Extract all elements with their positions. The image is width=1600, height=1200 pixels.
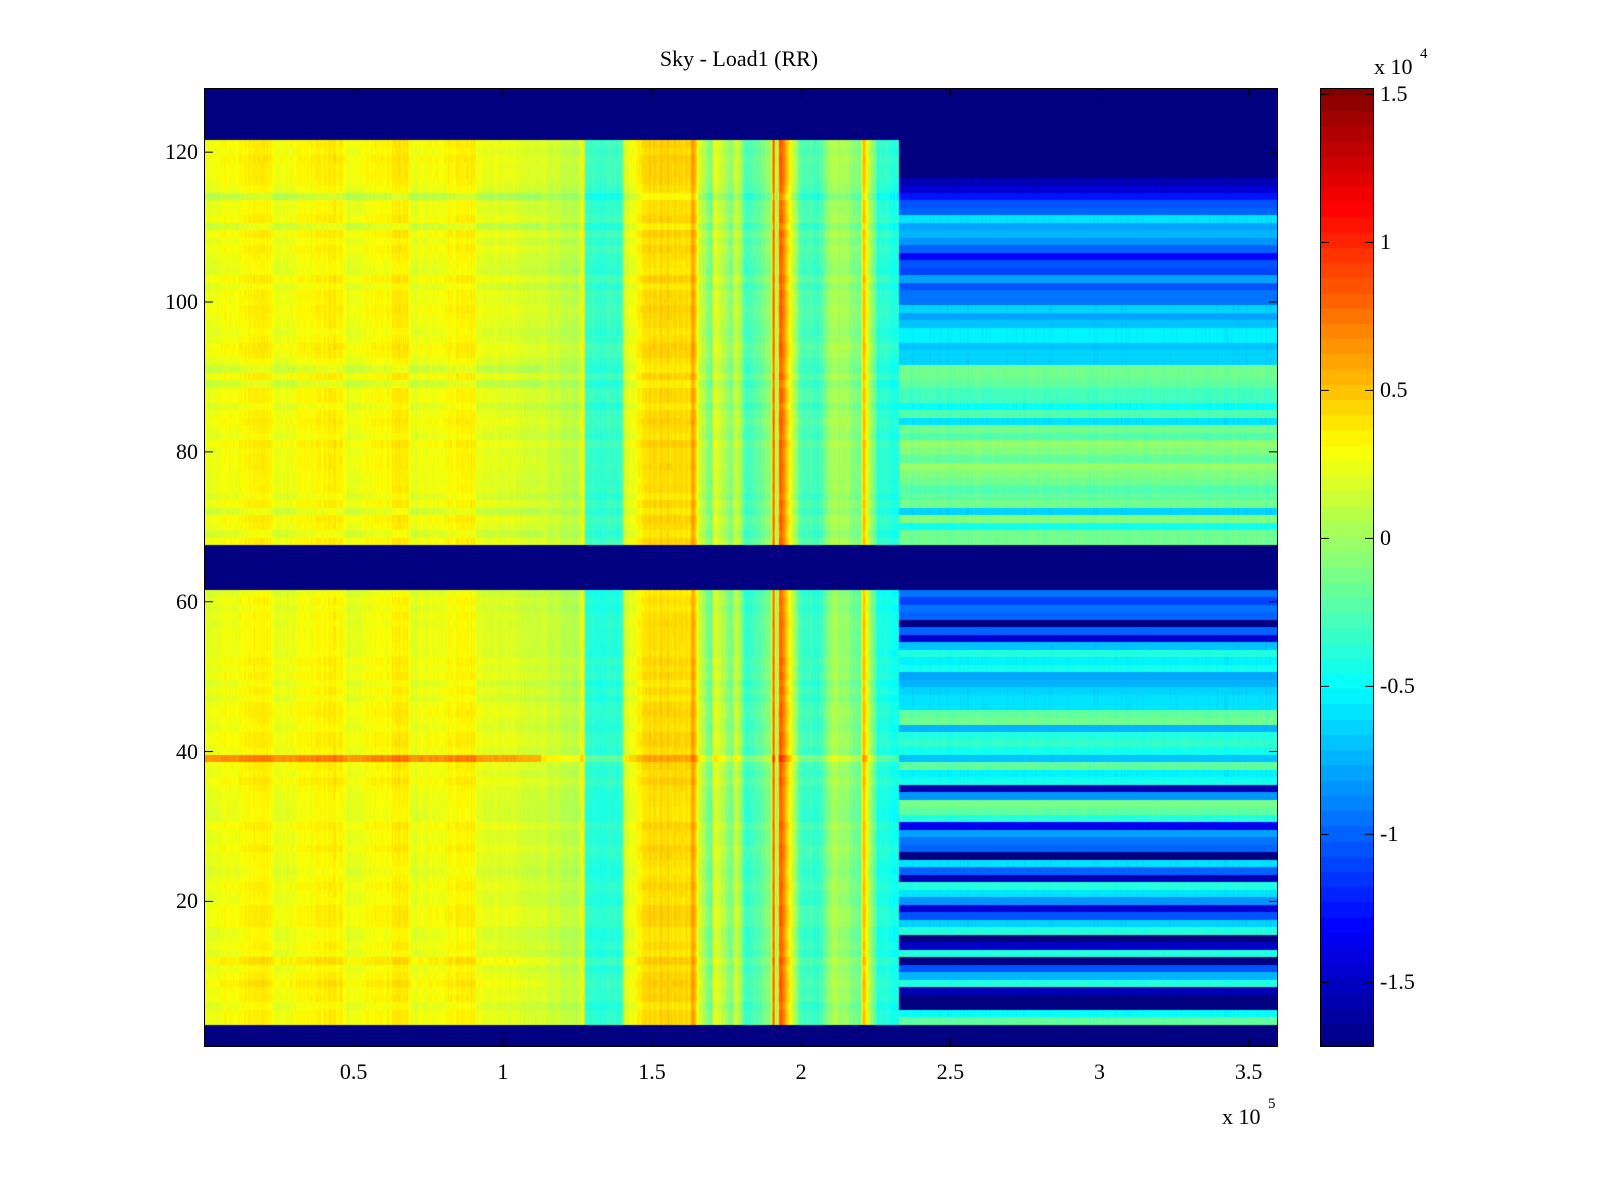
colorbar-tick-label: -1 [1380, 821, 1399, 847]
colorbar-exponent-power: 4 [1420, 46, 1428, 62]
y-tick-label: 40 [176, 738, 198, 764]
x-tick-label: 2.5 [936, 1059, 965, 1084]
x-tick-label: 3.5 [1234, 1059, 1263, 1084]
colorbar-tick-label: -0.5 [1380, 673, 1415, 699]
colorbar-tick-label: 1.5 [1380, 81, 1408, 107]
y-tick-label: 100 [165, 289, 198, 315]
colorbar [1320, 88, 1374, 1047]
y-tick-label: 80 [176, 438, 198, 464]
y-tick-label: 120 [165, 139, 198, 165]
x-exponent-base: x 10 [1222, 1104, 1261, 1129]
x-tick-label: 1.5 [638, 1059, 666, 1084]
x-tick-label: 2 [795, 1059, 807, 1084]
x-tick-label: 1 [497, 1059, 509, 1084]
colorbar-tick-label: 0.5 [1380, 377, 1408, 403]
x-tick-label: 0.5 [339, 1059, 368, 1084]
colorbar-tick-label: 1 [1380, 229, 1391, 255]
colorbar-exponent: x 10 [1374, 56, 1413, 78]
x-axis-exponent: x 10 [1222, 1106, 1261, 1128]
chart-title: Sky - Load1 (RR) [659, 46, 819, 71]
y-tick-label: 20 [176, 888, 198, 914]
colorbar-tick-label: -1.5 [1380, 969, 1415, 995]
y-tick-label: 60 [176, 588, 198, 614]
heatmap-image [204, 88, 1278, 1047]
colorbar-exponent-base: x 10 [1374, 54, 1413, 79]
x-tick-label: 3 [1094, 1059, 1105, 1084]
colorbar-tick-label: 0 [1380, 525, 1391, 551]
x-exponent-power: 5 [1268, 1096, 1276, 1112]
